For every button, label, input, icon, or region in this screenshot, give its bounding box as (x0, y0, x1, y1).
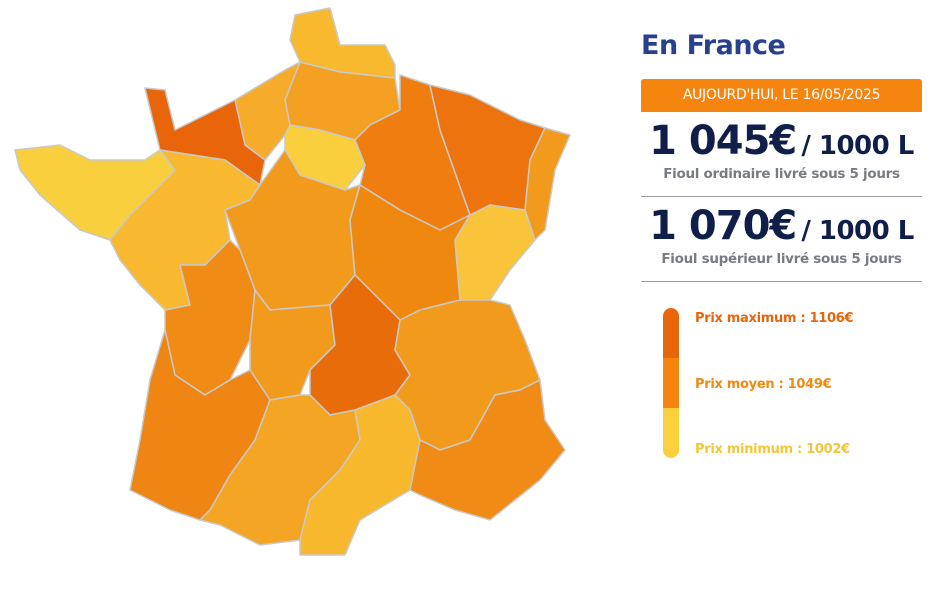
ordinary-price-value: 1 045€ (649, 118, 797, 164)
france-price-map (14, 7, 571, 556)
map-region[interactable] (409, 379, 566, 521)
ordinary-price-unit: / 1000 L (801, 131, 914, 161)
ordinary-caption: Fioul ordinaire livré sous 5 jours (663, 166, 900, 182)
divider (641, 196, 922, 197)
superior-price: 1 070€ / 1000 L (641, 203, 922, 249)
legend-max-swatch (663, 308, 679, 358)
price-legend: Prix maximum : 1106€ Prix moyen : 1049€ … (641, 298, 922, 458)
legend-avg-swatch (663, 358, 679, 408)
map-region[interactable] (524, 127, 571, 241)
legend-avg-label: Prix moyen : 1049€ (695, 377, 832, 392)
legend-min-label: Prix minimum : 1002€ (695, 442, 850, 457)
legend-min-swatch (663, 408, 679, 458)
date-banner: AUJOURD'HUI, LE 16/05/2025 (641, 79, 922, 112)
ordinary-price: 1 045€ / 1000 L (641, 118, 922, 164)
divider (641, 281, 922, 282)
superior-caption: Fioul supérieur livré sous 5 jours (661, 251, 902, 267)
price-panel: En France AUJOURD'HUI, LE 16/05/2025 1 0… (641, 30, 922, 458)
legend-color-bar (663, 308, 679, 458)
map-region[interactable] (289, 7, 396, 79)
panel-title: En France (641, 30, 786, 61)
map-region[interactable] (454, 204, 536, 301)
superior-price-unit: / 1000 L (801, 216, 914, 246)
map-region[interactable] (249, 289, 336, 401)
map-region[interactable] (299, 394, 441, 556)
legend-max-label: Prix maximum : 1106€ (695, 311, 854, 326)
superior-price-value: 1 070€ (649, 203, 797, 249)
